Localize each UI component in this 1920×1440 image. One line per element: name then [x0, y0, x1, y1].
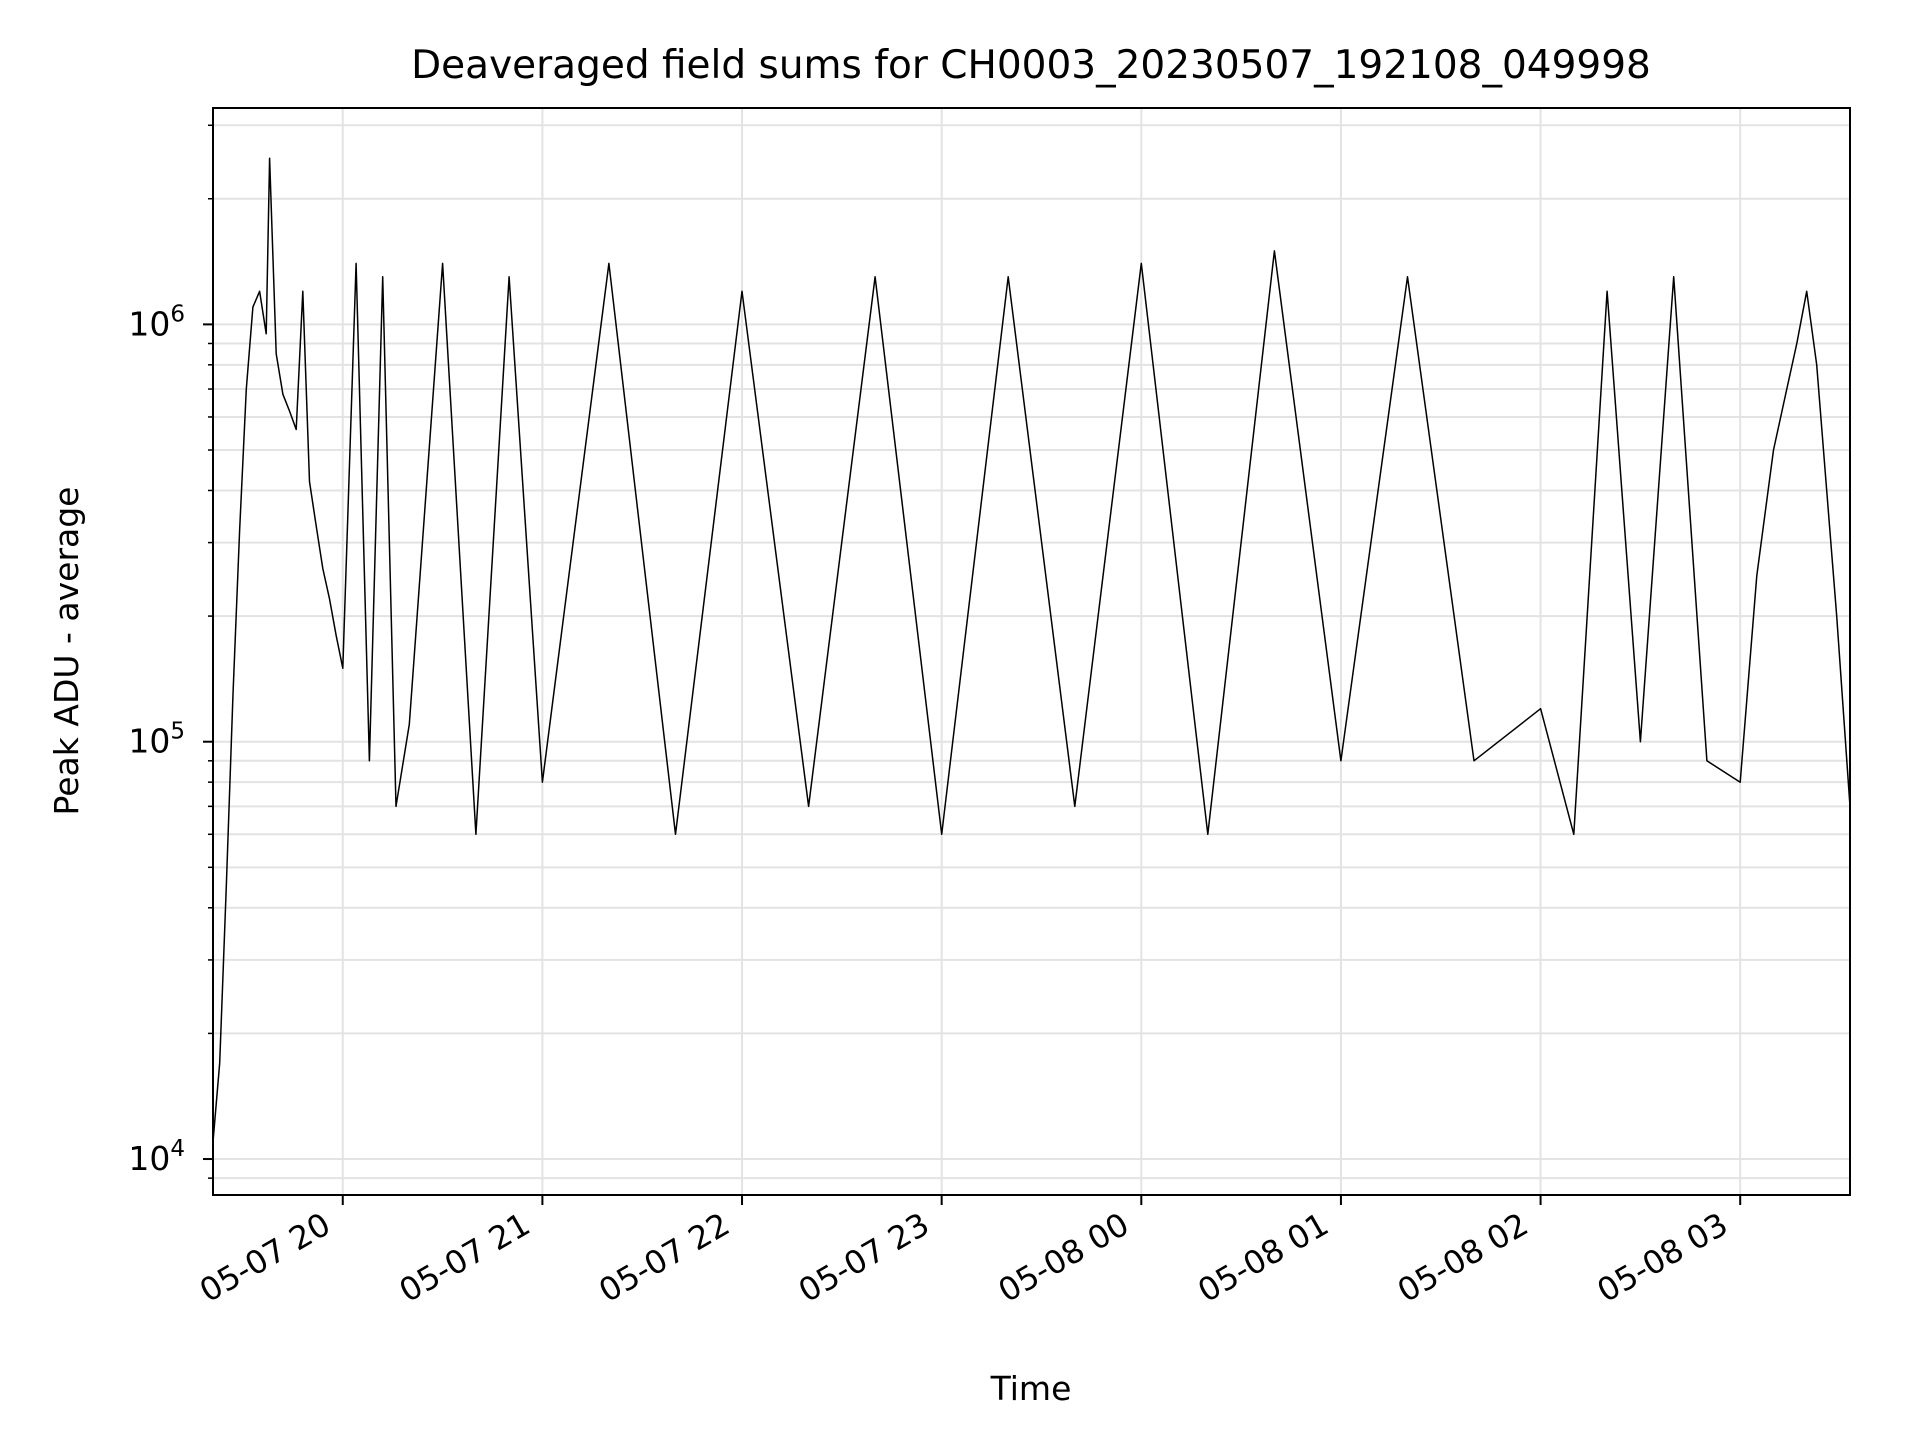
y-tick-base: 10: [128, 1139, 170, 1178]
plot-frame: [212, 107, 1851, 1196]
series-line: [212, 157, 1851, 1142]
series-layer: [212, 157, 1851, 1142]
y-tick-label: 106: [128, 301, 185, 343]
chart-title: Deaveraged field sums for CH0003_2023050…: [411, 43, 1651, 88]
y-tick-base: 10: [128, 304, 170, 343]
y-tick-label: 104: [128, 1136, 185, 1178]
y-tick-exponent: 6: [170, 301, 185, 327]
y-tick-label: 105: [128, 719, 185, 761]
x-axis-label: Time: [990, 1369, 1072, 1408]
y-tick-base: 10: [128, 722, 170, 761]
y-tick-exponent: 4: [170, 1136, 185, 1162]
y-axis-label: Peak ADU - average: [47, 487, 86, 816]
y-tick-exponent: 5: [170, 719, 185, 745]
grid: [213, 108, 1850, 1195]
